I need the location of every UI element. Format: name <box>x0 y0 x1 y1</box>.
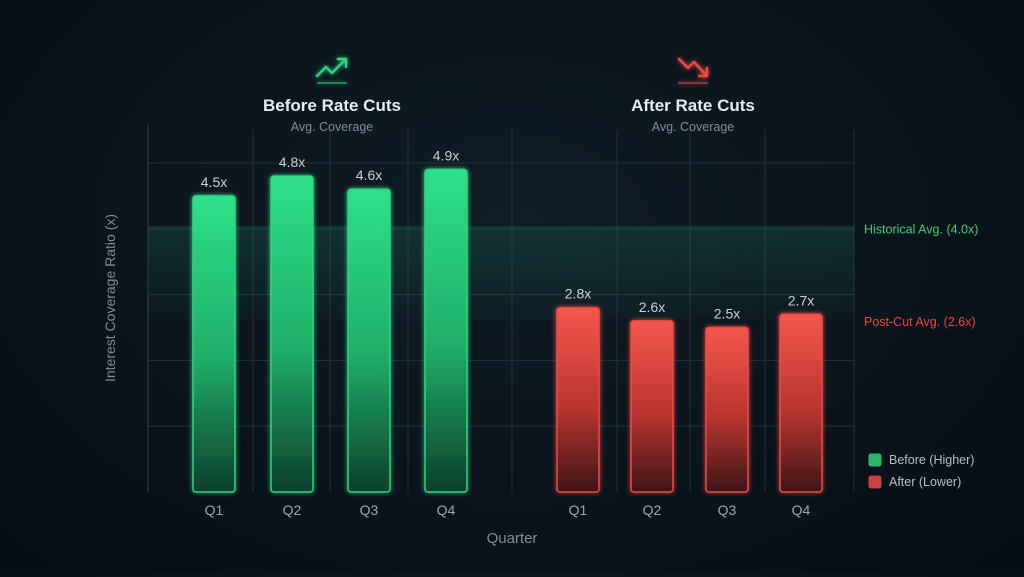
after-bar-q1 <box>556 306 600 493</box>
trend-up-icon <box>315 57 348 84</box>
before-bar-q2 <box>270 175 314 493</box>
group-title: Before Rate Cuts <box>263 96 401 115</box>
before-bar-q4 <box>424 168 468 493</box>
x-tick-label: Q2 <box>283 502 302 518</box>
data-label: 2.7x <box>788 292 814 308</box>
historical-band <box>148 226 854 319</box>
reference-lines <box>148 227 854 322</box>
x-tick-label: Q4 <box>437 502 456 518</box>
data-label: 4.8x <box>279 154 305 170</box>
x-axis-title: Quarter <box>487 530 538 547</box>
x-tick-label: Q3 <box>360 502 379 518</box>
before-bar-q1 <box>192 195 236 493</box>
after-bar-q4 <box>779 313 823 493</box>
x-tick-label: Q1 <box>569 502 588 518</box>
legend-label-before: Before (Higher) <box>889 453 974 467</box>
data-label: 2.8x <box>565 286 591 302</box>
historical-avg-label: Historical Avg. (4.0x) <box>864 223 978 237</box>
bars <box>192 168 823 493</box>
post-cut-avg-label: Post-Cut Avg. (2.6x) <box>864 315 976 329</box>
x-tick-label: Q1 <box>205 502 224 518</box>
trend-up-line <box>315 57 348 78</box>
axes <box>147 125 854 493</box>
x-tick-label: Q4 <box>792 502 811 518</box>
data-label: 4.6x <box>356 167 382 183</box>
legend-label-after: After (Lower) <box>889 475 961 489</box>
after-bar-q3 <box>705 326 749 493</box>
trend-down-arrowhead <box>697 66 709 78</box>
data-label: 2.6x <box>639 299 665 315</box>
y-axis-title: Interest Coverage Ratio (x) <box>102 214 118 382</box>
legend-swatch-before <box>868 453 882 467</box>
data-label: 4.5x <box>201 174 227 190</box>
trend-up-arrowhead <box>336 57 348 69</box>
group-subtitle: Avg. Coverage <box>652 120 735 134</box>
x-tick-label: Q2 <box>643 502 662 518</box>
chart-text: 4.5x Q1 4.8x Q2 4.6x Q3 4.9x Q4 2.8x Q1 2.6x Q2 2.5x… <box>102 57 978 547</box>
trend-down-icon <box>677 57 709 84</box>
group-subtitle: Avg. Coverage <box>291 120 374 134</box>
trend-down-line <box>677 57 709 78</box>
legend-swatch-after <box>868 475 882 489</box>
data-label: 2.5x <box>714 305 740 321</box>
data-label: 4.9x <box>433 147 459 163</box>
after-bar-q2 <box>630 320 674 493</box>
x-tick-label: Q3 <box>718 502 737 518</box>
group-title: After Rate Cuts <box>631 96 755 115</box>
before-bar-q3 <box>347 188 391 493</box>
